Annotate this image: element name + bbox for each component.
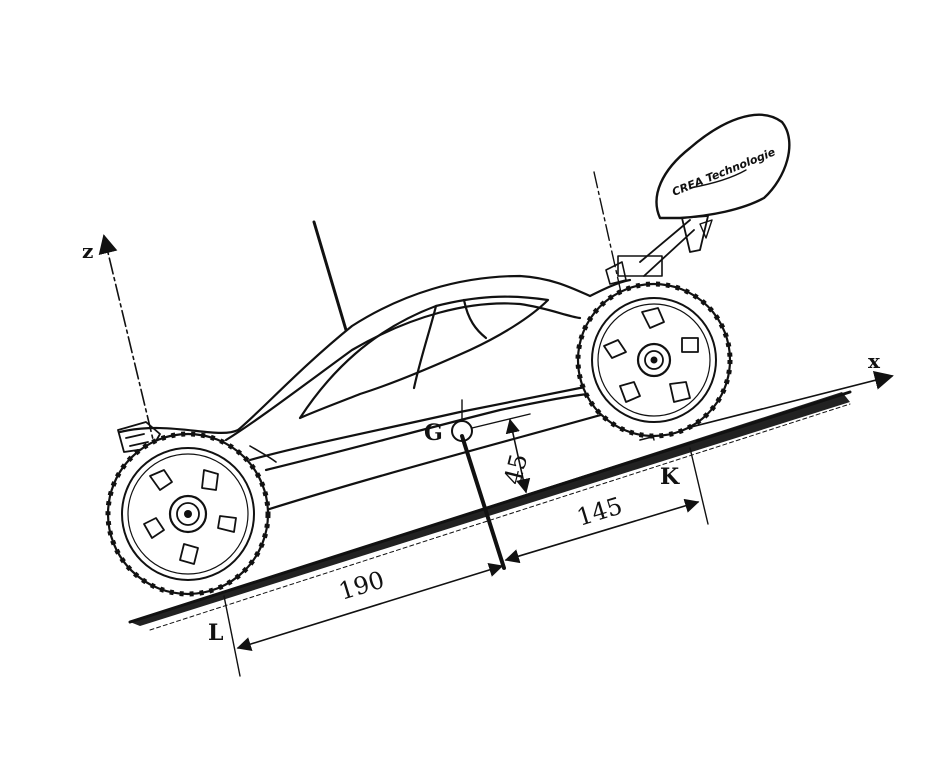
x-axis-label: x xyxy=(868,349,881,373)
height-dimension: 45 xyxy=(499,418,534,494)
rear-distance-label: 190 xyxy=(336,566,388,606)
height-dimension-label: 45 xyxy=(499,451,534,487)
rear-wing: CREA Technologie xyxy=(605,113,791,285)
g-projection-line xyxy=(460,434,506,570)
rear-contact-point: L xyxy=(208,595,241,677)
k-label: K xyxy=(660,464,680,490)
g-label: G xyxy=(424,420,443,446)
car-body xyxy=(118,274,642,514)
antenna xyxy=(312,220,348,332)
wing-logo-text: CREA Technologie xyxy=(670,145,777,199)
z-axis-label: z xyxy=(82,239,93,263)
l-label: L xyxy=(208,620,223,646)
front-contact-point: K xyxy=(660,447,709,525)
front-distance-dimension: 145 xyxy=(504,492,700,564)
front-wheel xyxy=(575,281,733,439)
rear-wheel xyxy=(105,431,271,597)
